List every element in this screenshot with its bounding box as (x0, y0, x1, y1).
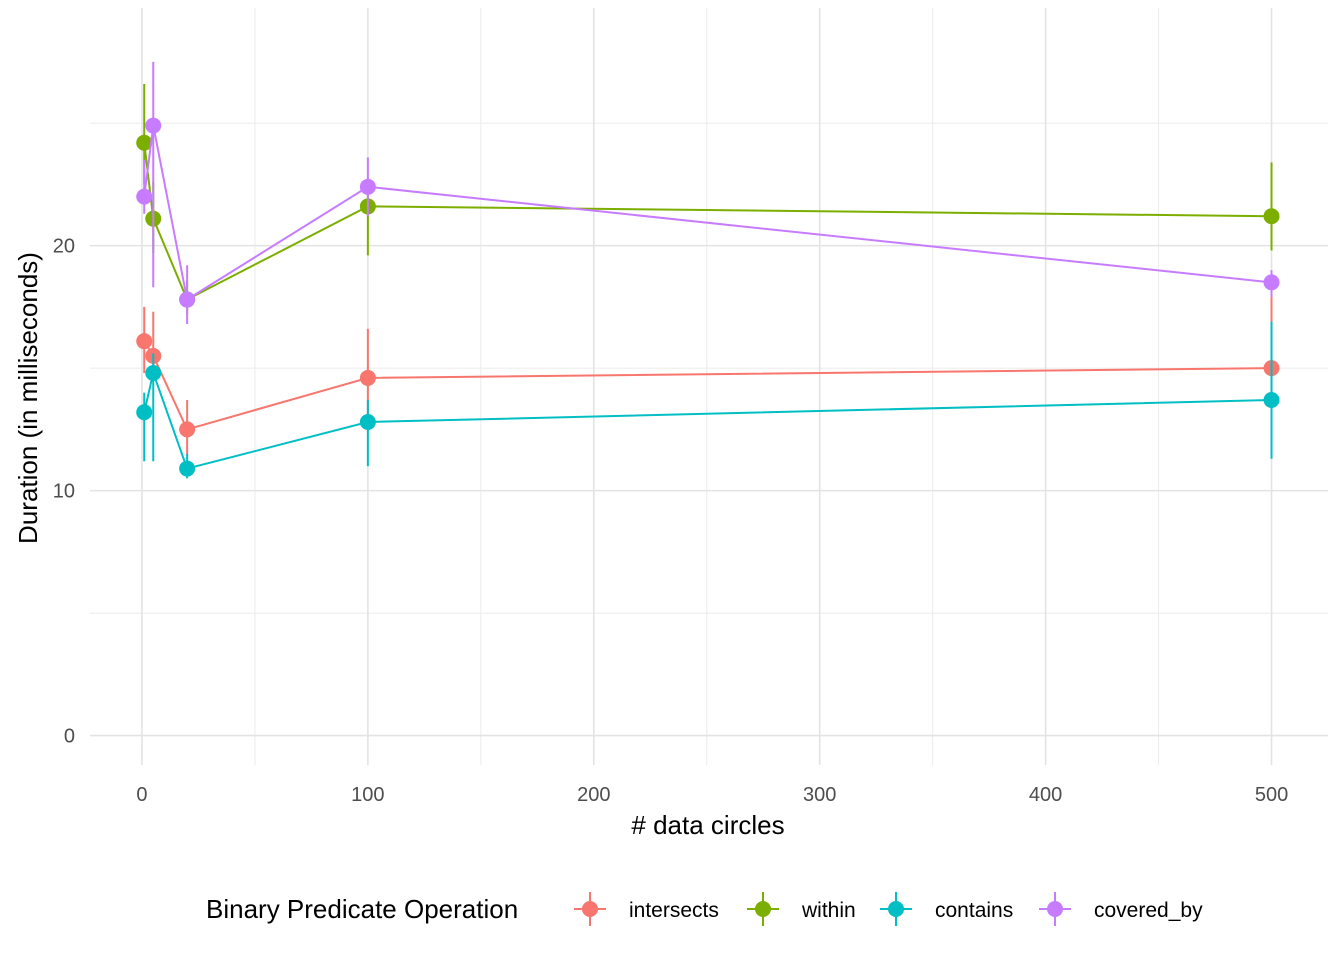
series-contains (136, 321, 1280, 479)
legend-key-within: within (747, 892, 856, 926)
legend-label: within (801, 899, 856, 922)
data-point (145, 365, 162, 382)
legend-keys: intersects within contains covered_by (574, 892, 1203, 926)
legend-point (755, 901, 771, 917)
data-point (359, 178, 376, 195)
legend-key-intersects: intersects (574, 892, 719, 926)
y-tick-label: 0 (64, 726, 75, 748)
series-intersects (136, 297, 1280, 457)
data-point (179, 421, 196, 438)
legend-label: contains (935, 899, 1013, 922)
legend: Binary Predicate Operation intersects wit… (206, 892, 1203, 926)
major-gridlines (90, 8, 1328, 765)
x-axis-title: # data circles (631, 810, 784, 840)
y-axis-title: Duration (in milliseconds) (13, 252, 43, 544)
legend-point (1047, 901, 1063, 917)
series-line-intersects (143, 340, 1272, 431)
data-point (359, 369, 376, 386)
legend-point (888, 901, 904, 917)
legend-label: intersects (629, 899, 719, 922)
x-tick-label: 100 (351, 784, 384, 806)
series-line-contains (143, 369, 1272, 470)
legend-title: Binary Predicate Operation (206, 894, 518, 924)
x-tick-label: 500 (1255, 784, 1288, 806)
data-point (136, 333, 153, 350)
data-point (1263, 391, 1280, 408)
data-point (136, 134, 153, 151)
data-point (179, 460, 196, 477)
x-tick-label: 200 (577, 784, 610, 806)
legend-key-contains: contains (880, 892, 1013, 926)
data-point (136, 404, 153, 421)
y-tick-label: 10 (53, 481, 75, 503)
legend-point (582, 901, 598, 917)
x-tick-label: 0 (136, 784, 147, 806)
series-within (136, 83, 1280, 315)
tick-labels: 0 100 200 300 400 500 0 10 20 (53, 236, 1288, 806)
data-point (1263, 274, 1280, 291)
data-point (359, 414, 376, 431)
data-point (1263, 208, 1280, 225)
data-point (136, 188, 153, 205)
x-tick-label: 400 (1029, 784, 1062, 806)
y-tick-label: 20 (53, 236, 75, 258)
series-covered_by (136, 61, 1280, 325)
data-point (145, 117, 162, 134)
series-line-covered_by (143, 125, 1272, 302)
legend-label: covered_by (1094, 899, 1203, 922)
legend-key-covered_by: covered_by (1039, 892, 1203, 926)
series-layer (136, 61, 1280, 479)
data-point (179, 291, 196, 308)
minor-gridlines (90, 8, 1328, 765)
x-tick-label: 300 (803, 784, 836, 806)
